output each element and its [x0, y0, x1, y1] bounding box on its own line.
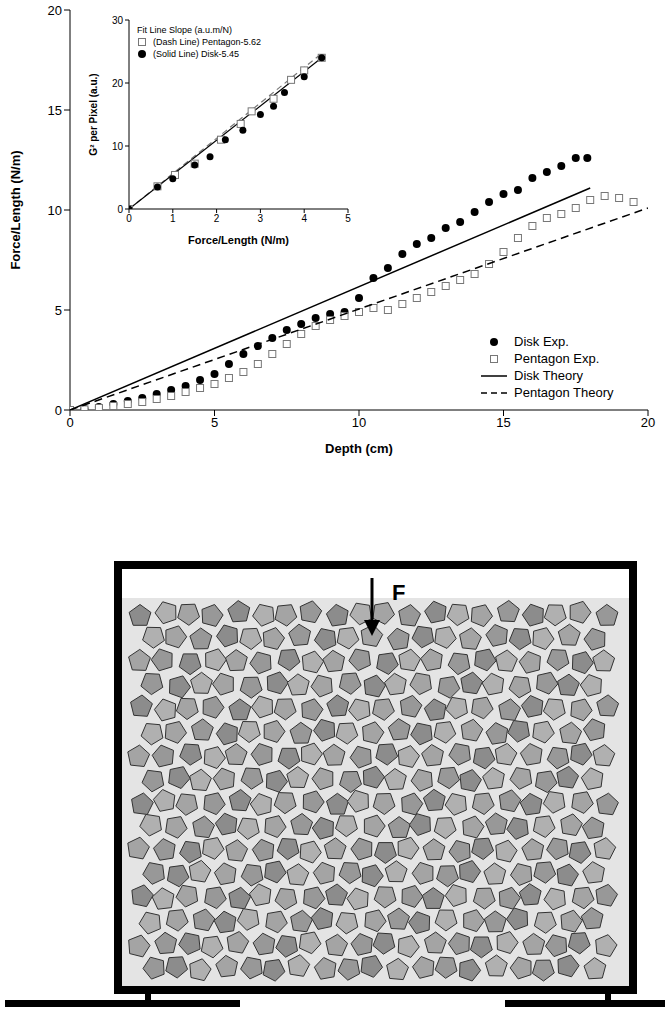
svg-text:15: 15 — [48, 103, 62, 118]
svg-text:2: 2 — [214, 213, 220, 224]
svg-text:20: 20 — [48, 3, 62, 18]
html-text:Disk Exp.: Disk Exp. — [514, 334, 569, 349]
svg-text:20: 20 — [641, 415, 655, 430]
html-text:Pentagon Exp.: Pentagon Exp. — [514, 351, 600, 366]
svg-text:10: 10 — [112, 141, 124, 152]
html-text:Disk Theory: Disk Theory — [514, 368, 584, 383]
svg-text:3: 3 — [258, 213, 264, 224]
svg-text:F: F — [392, 580, 405, 605]
svg-text:10: 10 — [352, 415, 366, 430]
svg-text:0: 0 — [55, 403, 62, 418]
svg-text:Depth (cm): Depth (cm) — [325, 441, 393, 456]
svg-text:0: 0 — [117, 204, 123, 215]
svg-text:5: 5 — [211, 415, 218, 430]
svg-text:20: 20 — [112, 78, 124, 89]
svg-text:Force/Length (N/m): Force/Length (N/m) — [8, 150, 23, 269]
svg-text:5: 5 — [55, 303, 62, 318]
svg-text:0: 0 — [126, 213, 132, 224]
html-text:(Solid Line) Disk-5.45: (Solid Line) Disk-5.45 — [153, 49, 239, 59]
svg-text:Force/Length (N/m): Force/Length (N/m) — [188, 234, 289, 246]
svg-text:4: 4 — [301, 213, 307, 224]
html-text:(Dash Line) Pentagon-5.62: (Dash Line) Pentagon-5.62 — [153, 37, 262, 47]
svg-text:15: 15 — [496, 415, 510, 430]
svg-text:5: 5 — [345, 213, 351, 224]
svg-text:10: 10 — [48, 203, 62, 218]
svg-text:30: 30 — [112, 15, 124, 26]
svg-text:0: 0 — [66, 415, 73, 430]
svg-text:1: 1 — [170, 213, 176, 224]
svg-text:G² per Pixel (a.u.): G² per Pixel (a.u.) — [88, 73, 99, 155]
html-text:Fit Line Slope (a.u.m/N): Fit Line Slope (a.u.m/N) — [137, 25, 232, 35]
html-text:Pentagon Theory: Pentagon Theory — [514, 385, 614, 400]
